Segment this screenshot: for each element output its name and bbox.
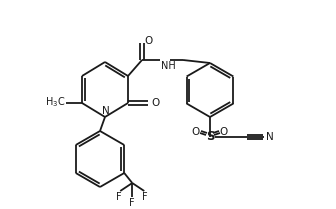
- Text: N: N: [102, 106, 110, 116]
- Text: O: O: [192, 127, 200, 137]
- Text: S: S: [206, 130, 214, 144]
- Text: F: F: [117, 192, 122, 202]
- Text: O: O: [144, 36, 152, 46]
- Text: H$_3$C: H$_3$C: [45, 95, 65, 109]
- Text: O: O: [220, 127, 228, 137]
- Text: F: F: [142, 192, 148, 202]
- Text: F: F: [129, 198, 135, 208]
- Text: O: O: [151, 98, 159, 108]
- Text: N: N: [266, 132, 274, 142]
- Text: NH: NH: [161, 61, 176, 71]
